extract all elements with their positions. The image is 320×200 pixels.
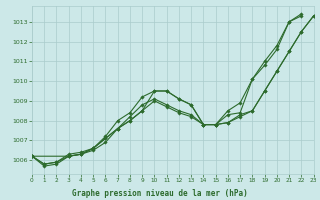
Text: Graphe pression niveau de la mer (hPa): Graphe pression niveau de la mer (hPa)	[72, 189, 248, 198]
